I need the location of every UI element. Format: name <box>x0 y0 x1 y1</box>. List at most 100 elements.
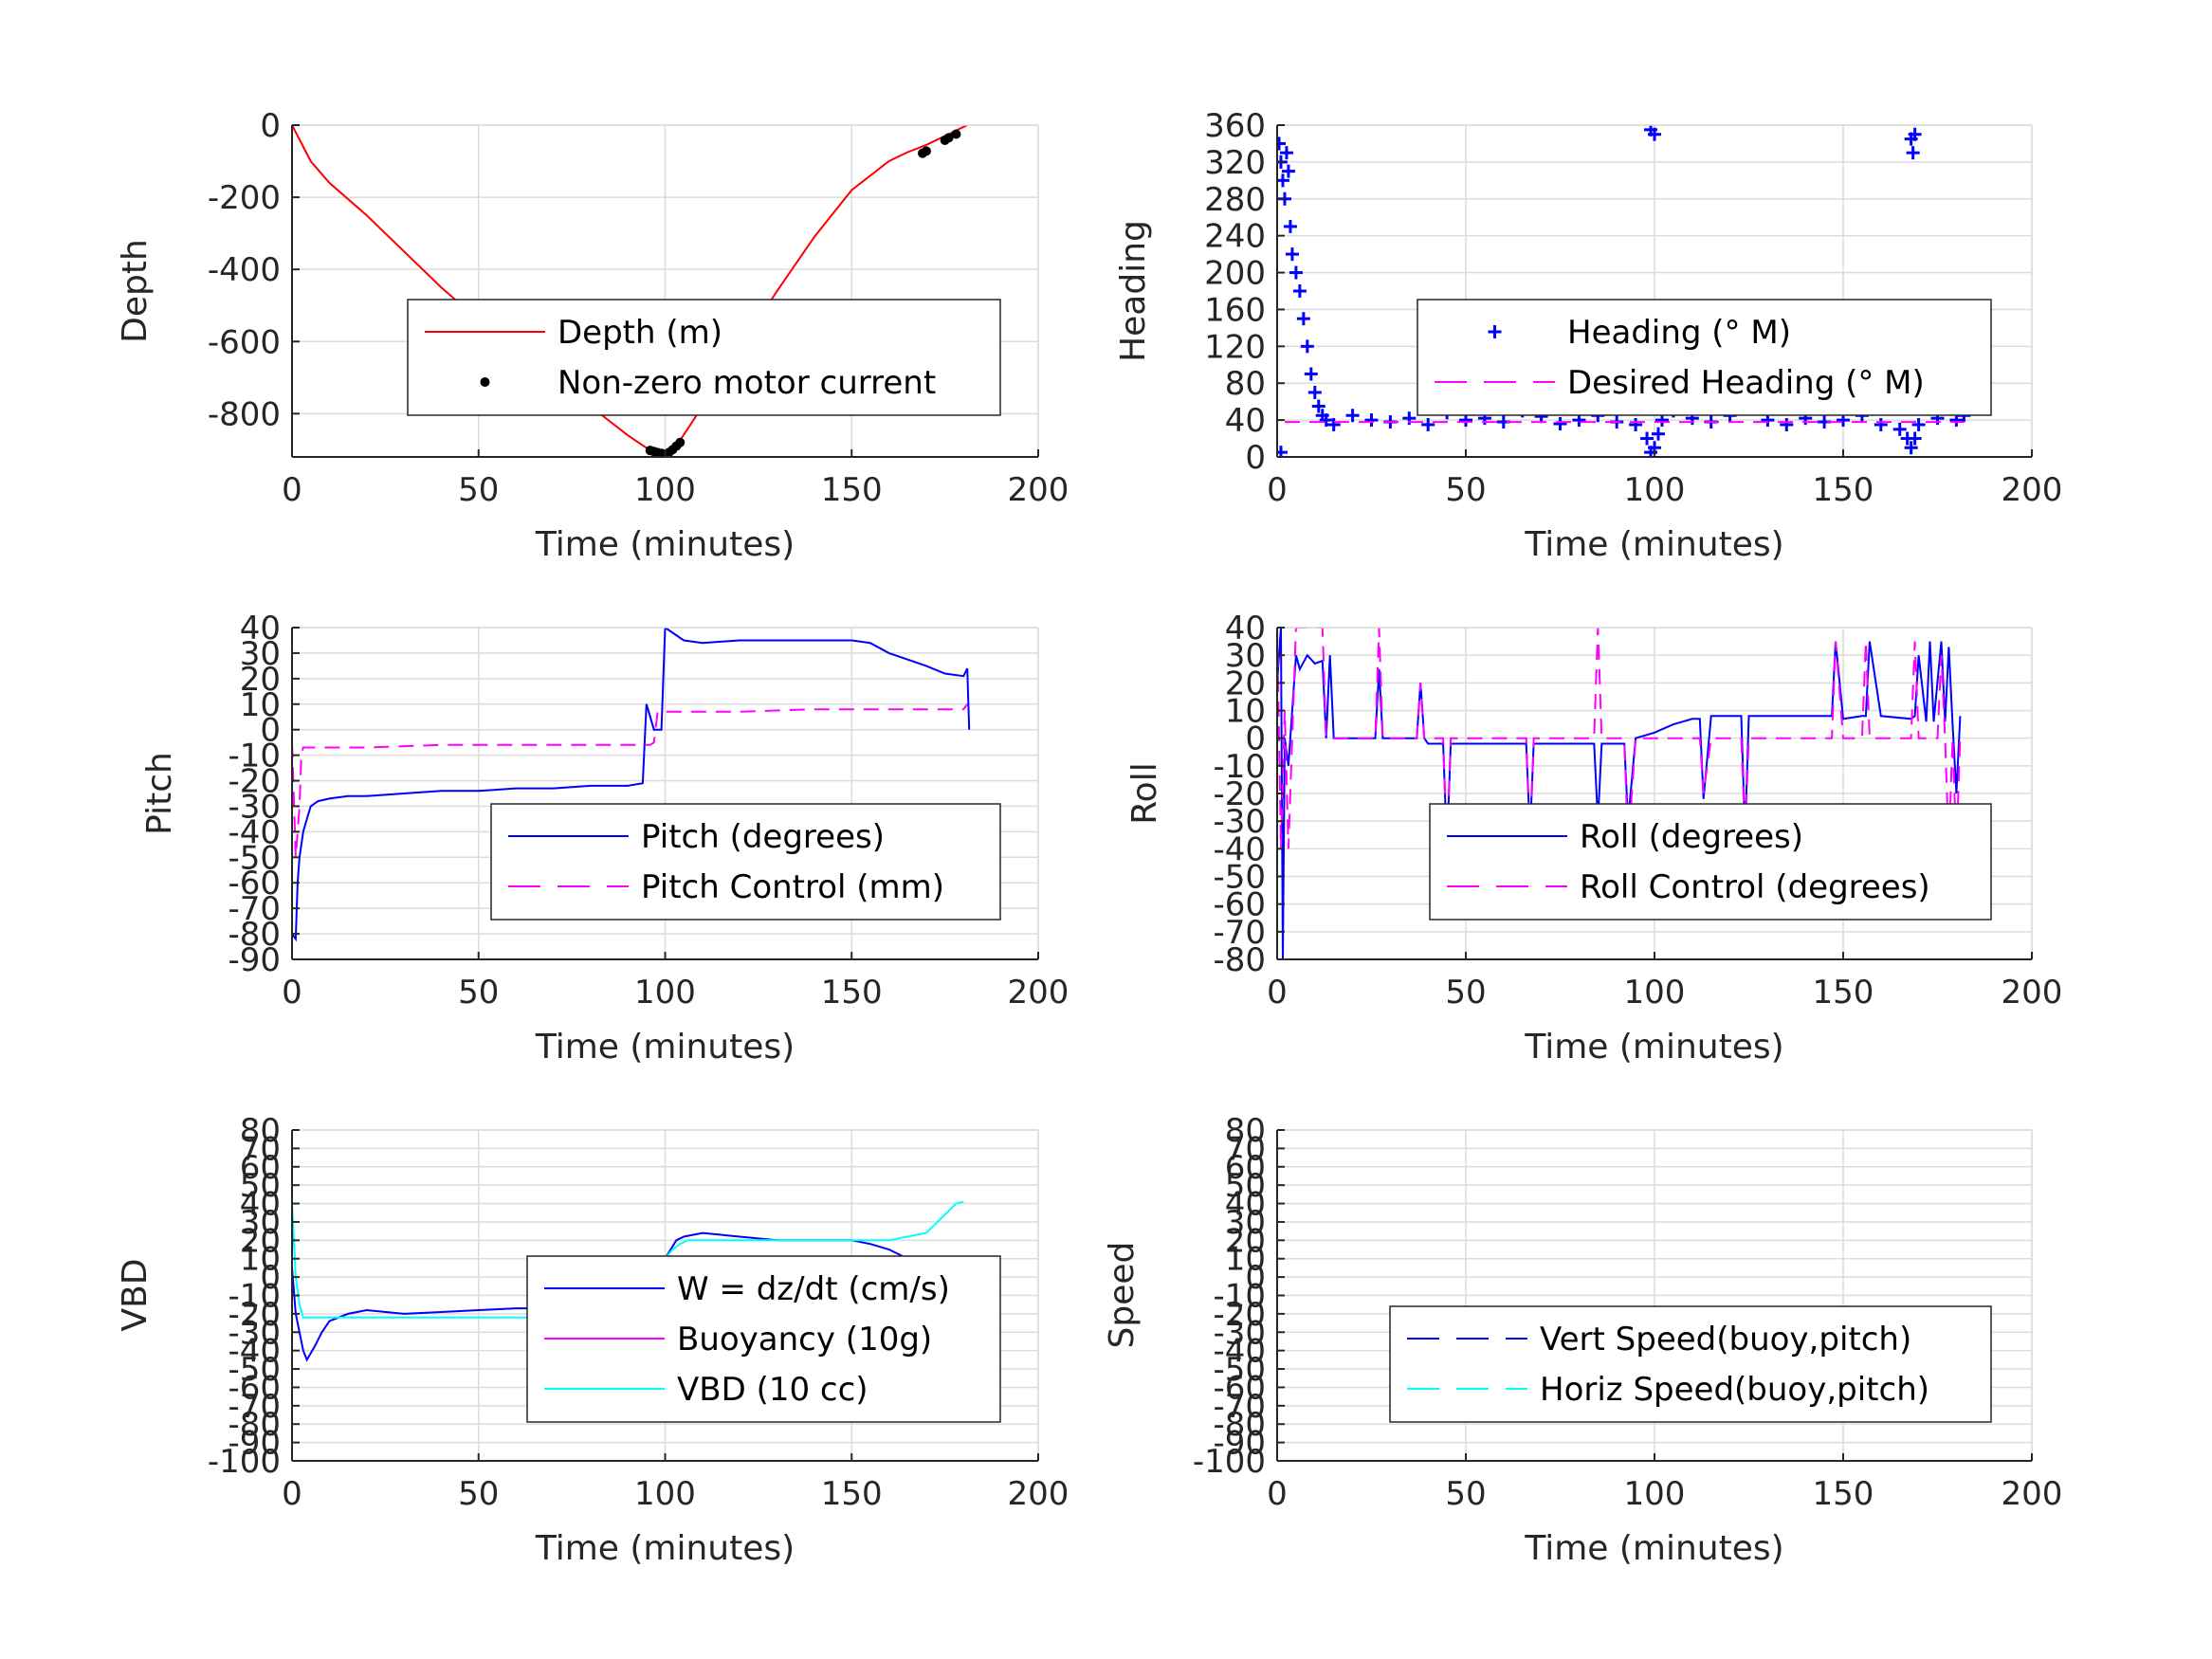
y-tick-label: 0 <box>1245 1259 1266 1297</box>
data-point <box>1904 441 1918 455</box>
y-tick-label: -90 <box>228 941 281 979</box>
y-tick-label: 40 <box>1225 1186 1266 1224</box>
legend: Roll (degrees) Roll Control (degrees) <box>1429 803 1992 921</box>
data-point <box>1892 422 1907 436</box>
x-axis-label: Time (minutes) <box>1524 1028 1783 1066</box>
y-tick-label: -60 <box>228 1369 281 1407</box>
legend-entry: Buoyancy (10g) <box>677 1321 932 1358</box>
y-tick-label: -10 <box>1213 1278 1266 1316</box>
y-tick-label: -40 <box>1213 1333 1266 1371</box>
y-tick-label: 70 <box>1225 1130 1266 1168</box>
x-tick-label: 50 <box>1445 471 1486 509</box>
legend-entry: Roll Control (degrees) <box>1580 868 1930 906</box>
data-point <box>1304 367 1318 381</box>
y-tick-label: 30 <box>1225 637 1266 675</box>
x-tick-label: 0 <box>282 1475 302 1513</box>
x-tick-label: 150 <box>821 1475 883 1513</box>
y-tick-label: -50 <box>1213 859 1266 897</box>
y-axis-label: VBD <box>116 1258 155 1331</box>
data-point <box>675 437 686 447</box>
x-tick-label: 0 <box>1267 471 1288 509</box>
x-tick-label: 200 <box>2002 471 2063 509</box>
legend-entry: Heading (° M) <box>1567 314 1791 352</box>
x-tick-label: 200 <box>2002 1475 2063 1513</box>
data-point <box>1345 409 1360 423</box>
y-tick-label: 40 <box>240 610 281 647</box>
series-line <box>292 703 969 858</box>
plot-roll: 0 50 100 150 200403020100-10-20-30-40-50-60-… <box>1125 610 2062 1066</box>
y-tick-label: 40 <box>1225 610 1266 647</box>
y-tick-label: 0 <box>260 107 281 145</box>
y-tick-label: -20 <box>1213 775 1266 813</box>
data-point <box>1277 173 1289 188</box>
legend: W = dz/dt (cm/s) Buoyancy (10g) VBD (10 cc… <box>526 1255 1001 1423</box>
data-point <box>1629 417 1643 431</box>
data-point <box>1421 417 1435 431</box>
y-tick-label: 80 <box>1225 365 1266 403</box>
data-point <box>1908 431 1922 446</box>
x-tick-label: 200 <box>1008 974 1069 1012</box>
y-tick-label: -10 <box>228 1278 281 1316</box>
y-tick-label: -30 <box>1213 803 1266 841</box>
y-tick-label: -40 <box>228 1333 281 1371</box>
y-tick-label: 240 <box>1204 218 1266 256</box>
y-tick-label: -70 <box>228 890 281 928</box>
y-tick-label: -50 <box>228 839 281 877</box>
data-point <box>1911 417 1926 431</box>
x-axis-label: Time (minutes) <box>1524 1529 1783 1568</box>
data-point <box>1311 399 1325 413</box>
y-tick-label: -70 <box>1213 914 1266 952</box>
y-tick-label: -200 <box>208 179 281 217</box>
y-tick-label: 20 <box>1225 665 1266 702</box>
data-point <box>1364 413 1379 428</box>
x-tick-label: 200 <box>2002 974 2063 1012</box>
data-point <box>1279 146 1293 160</box>
y-tick-label: -20 <box>1213 1296 1266 1334</box>
legend-box <box>490 803 1001 921</box>
data-point <box>921 146 931 156</box>
data-point <box>1908 127 1922 141</box>
data-point <box>1296 312 1310 326</box>
y-tick-label: -50 <box>1213 1351 1266 1389</box>
plot-vbd: 0 50 100 150 20080706050403020100-10-20-30-4… <box>116 1112 1069 1568</box>
legend: Depth (m) Non-zero motor current <box>407 299 1001 416</box>
y-tick-label: 10 <box>1225 1241 1266 1279</box>
legend-entry: Roll (degrees) <box>1580 818 1803 856</box>
data-point <box>1651 427 1665 441</box>
x-axis-label: Time (minutes) <box>535 1529 795 1568</box>
x-tick-label: 0 <box>282 471 302 509</box>
y-tick-label: 20 <box>240 1222 281 1260</box>
x-tick-label: 150 <box>1813 1475 1874 1513</box>
series-line <box>1277 628 1962 959</box>
data-point <box>1307 385 1322 399</box>
legend: Heading (° M) Desired Heading (° M) <box>1417 299 1992 416</box>
y-axis-label: Depth <box>116 239 155 343</box>
plot-speed: 0 50 100 150 20080706050403020100-10-20-30-4… <box>1103 1112 2062 1568</box>
y-tick-label: 0 <box>1245 439 1266 477</box>
legend: Pitch (degrees) Pitch Control (mm) <box>490 803 1001 921</box>
y-tick-label: -20 <box>228 763 281 801</box>
y-tick-label: 50 <box>1225 1167 1266 1205</box>
y-tick-label: -60 <box>1213 886 1266 924</box>
y-tick-label: 10 <box>1225 693 1266 731</box>
y-tick-label: -400 <box>208 251 281 289</box>
data-point <box>1281 164 1295 178</box>
x-tick-label: 150 <box>821 974 883 1012</box>
y-tick-label: 30 <box>1225 1204 1266 1242</box>
legend-entry: VBD (10 cc) <box>677 1371 868 1409</box>
y-tick-label: 60 <box>1225 1149 1266 1187</box>
x-tick-label: 50 <box>458 1475 499 1513</box>
y-tick-label: -20 <box>228 1296 281 1334</box>
x-tick-label: 50 <box>1445 974 1486 1012</box>
x-tick-label: 50 <box>458 471 499 509</box>
y-tick-label: -70 <box>228 1388 281 1426</box>
y-tick-label: 30 <box>240 635 281 673</box>
plot-heading: 0 50 100 150 20004080120160200240280320360Ti… <box>1114 107 2062 564</box>
series-line <box>292 628 971 942</box>
data-point <box>1780 417 1794 431</box>
legend-entry: Non-zero motor current <box>558 364 936 402</box>
y-tick-label: -30 <box>1213 1314 1266 1352</box>
legend-entry: Depth (m) <box>558 314 722 352</box>
x-tick-label: 100 <box>634 1475 696 1513</box>
